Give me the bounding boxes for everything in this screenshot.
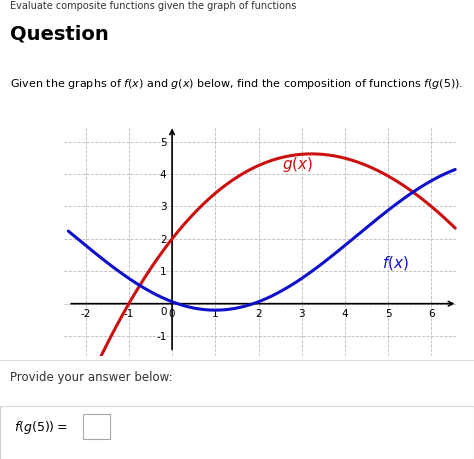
Bar (83, 414, 110, 439)
Text: Question: Question (10, 25, 109, 44)
Text: $g(x)$: $g(x)$ (283, 154, 313, 173)
Text: 0: 0 (169, 308, 175, 318)
Text: 6: 6 (428, 308, 435, 318)
Text: -1: -1 (156, 331, 166, 341)
Text: 2: 2 (255, 308, 262, 318)
Text: 1: 1 (212, 308, 219, 318)
Text: $f(x)$: $f(x)$ (382, 253, 409, 271)
Text: 4: 4 (342, 308, 348, 318)
Text: $f(g(5))=$: $f(g(5))=$ (14, 418, 68, 435)
Text: 2: 2 (160, 235, 166, 244)
Text: 4: 4 (160, 170, 166, 180)
Text: -2: -2 (81, 308, 91, 318)
Text: 3: 3 (299, 308, 305, 318)
Text: -1: -1 (124, 308, 134, 318)
Text: Provide your answer below:: Provide your answer below: (10, 370, 173, 383)
Text: 5: 5 (385, 308, 392, 318)
Text: 5: 5 (160, 137, 166, 147)
Text: 1: 1 (160, 267, 166, 277)
Text: 3: 3 (160, 202, 166, 212)
Text: Given the graphs of $f(x)$ and $g(x)$ below, find the composition of functions $: Given the graphs of $f(x)$ and $g(x)$ be… (10, 77, 464, 91)
Text: Evaluate composite functions given the graph of functions: Evaluate composite functions given the g… (10, 1, 297, 11)
Text: 0: 0 (160, 307, 166, 317)
